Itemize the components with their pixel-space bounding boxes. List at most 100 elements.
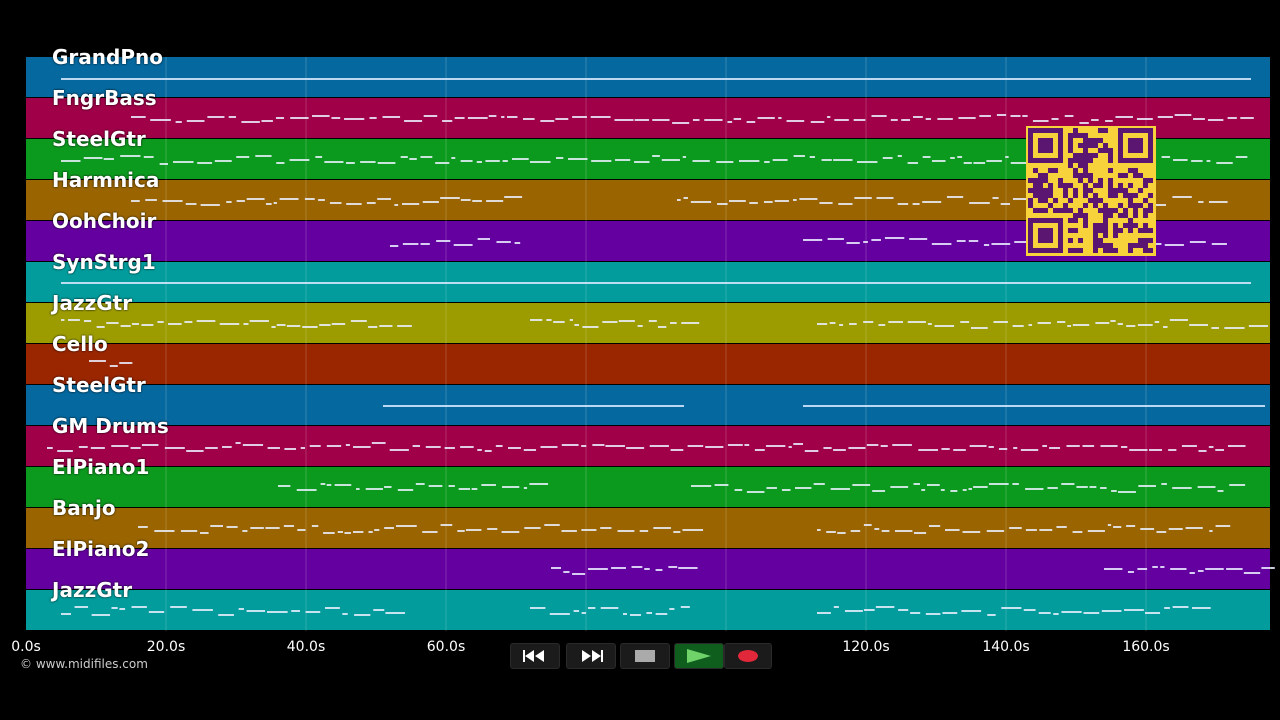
qr-module: [1083, 163, 1088, 168]
qr-module: [1038, 183, 1043, 188]
note-block: [131, 116, 146, 118]
note-block: [827, 238, 844, 240]
note-block: [1198, 450, 1207, 452]
note-block: [849, 323, 857, 325]
fast-forward-button[interactable]: [566, 643, 616, 669]
note-block: [1025, 488, 1044, 490]
note-block: [581, 612, 586, 614]
track-label: FngrBass: [52, 86, 157, 110]
note-block: [973, 486, 988, 488]
note-block: [1164, 607, 1170, 609]
note-block: [852, 484, 871, 486]
note-block: [942, 612, 958, 614]
note-block: [1051, 118, 1059, 120]
note-block: [890, 119, 898, 121]
note-block: [826, 531, 836, 533]
qr-module: [1078, 153, 1083, 158]
qr-module: [1128, 138, 1143, 153]
qr-module: [1078, 133, 1083, 138]
qr-module: [1133, 223, 1138, 228]
qr-module: [1043, 188, 1048, 193]
qr-module: [1083, 203, 1088, 208]
qr-module: [1068, 208, 1073, 213]
note-block: [356, 488, 360, 490]
note-block: [453, 244, 473, 246]
note-block: [1020, 449, 1039, 451]
rewind-button[interactable]: [510, 643, 560, 669]
note-block: [681, 322, 700, 324]
note-block: [622, 613, 627, 615]
note-block: [1208, 446, 1214, 448]
note-block: [131, 200, 140, 202]
note-block: [472, 200, 482, 202]
note-block: [817, 323, 828, 325]
note-block: [890, 486, 909, 488]
note-block: [907, 162, 919, 164]
note-block: [61, 319, 65, 321]
qr-module: [1083, 148, 1088, 153]
note-block: [540, 120, 555, 122]
note-block: [1124, 609, 1144, 611]
note-block: [130, 447, 141, 449]
qr-module: [1118, 203, 1123, 208]
note-block: [817, 612, 831, 614]
note-block: [1229, 484, 1246, 486]
note-block: [1189, 324, 1209, 326]
qr-module: [1138, 188, 1143, 193]
track-label: ElPiano2: [52, 537, 150, 561]
qr-module: [1108, 158, 1113, 163]
note-block: [530, 607, 546, 609]
note-block: [379, 325, 393, 327]
note-block: [781, 489, 791, 491]
note-block: [630, 614, 641, 616]
note-block: [754, 449, 765, 451]
note-block: [309, 445, 321, 447]
note-block: [404, 120, 423, 122]
qr-module: [1138, 243, 1143, 248]
stop-button[interactable]: [620, 643, 670, 669]
note-block: [941, 448, 950, 450]
note-block: [365, 488, 384, 490]
note-block: [324, 161, 344, 163]
note-block: [950, 490, 958, 492]
note-block: [591, 160, 612, 162]
note-block: [555, 157, 564, 159]
note-block: [1105, 120, 1113, 122]
note-block: [563, 571, 570, 573]
qr-module: [1118, 213, 1123, 218]
note-block: [436, 240, 451, 242]
note-block: [345, 444, 350, 446]
qr-module: [1103, 248, 1108, 253]
qr-module: [1103, 148, 1108, 153]
qr-module: [1068, 138, 1073, 143]
qr-module: [1093, 138, 1098, 143]
qr-module: [1093, 193, 1098, 198]
note-block: [1156, 531, 1167, 533]
note-block: [969, 445, 987, 447]
qr-module: [1033, 168, 1038, 173]
note-block: [1211, 327, 1219, 329]
qr-module: [1103, 228, 1108, 233]
note-block: [342, 613, 348, 615]
note-block: [1042, 445, 1047, 447]
note-block: [186, 450, 204, 452]
note-block: [1126, 325, 1136, 327]
note-block: [143, 156, 154, 158]
note-block: [546, 319, 552, 321]
note-block: [290, 117, 309, 119]
qr-module: [1068, 198, 1073, 203]
note-block: [804, 450, 819, 452]
note-block: [690, 201, 712, 203]
note-block: [1121, 446, 1128, 448]
record-button[interactable]: [724, 643, 772, 669]
qr-module: [1093, 143, 1098, 148]
note-block: [717, 203, 728, 205]
note-block: [103, 158, 114, 160]
qr-module: [1043, 198, 1048, 203]
play-button[interactable]: [674, 643, 724, 669]
qr-module: [1033, 193, 1038, 198]
note-blocks: [47, 78, 1275, 616]
note-block: [1012, 483, 1019, 485]
note-block: [956, 240, 966, 242]
qr-module: [1073, 153, 1078, 158]
